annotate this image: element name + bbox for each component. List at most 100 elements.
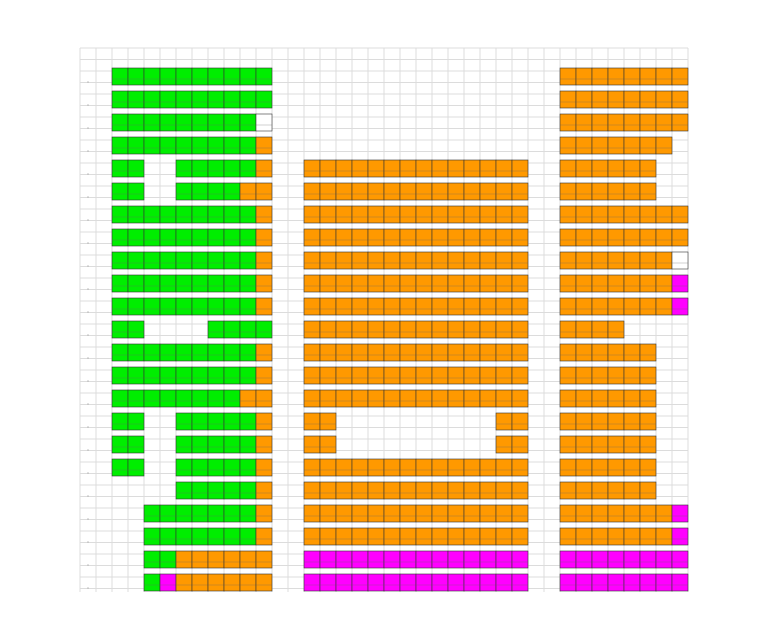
cell: [319, 320, 337, 339]
cell: [655, 205, 673, 224]
cell: [671, 297, 689, 316]
cell: [319, 504, 337, 523]
cell: [127, 159, 145, 178]
cell: [207, 481, 225, 500]
cell: [159, 343, 177, 362]
cell: [559, 274, 577, 293]
cell: [175, 458, 193, 477]
cell: [383, 320, 401, 339]
cell: [607, 504, 625, 523]
cell: [415, 182, 433, 201]
cell: [511, 550, 529, 569]
cell: [207, 90, 225, 109]
cell: [367, 366, 385, 385]
cell: [175, 343, 193, 362]
cell: [223, 573, 241, 592]
cell: [479, 274, 497, 293]
cell: [623, 159, 641, 178]
cell: [415, 343, 433, 362]
cell: [191, 481, 209, 500]
cell: [143, 113, 161, 132]
cell: [591, 481, 609, 500]
cell: [671, 550, 689, 569]
cell: [639, 159, 657, 178]
cell: [495, 228, 513, 247]
cell: [175, 481, 193, 500]
row-marker: [87, 357, 89, 359]
cell: [575, 412, 593, 431]
cell: [399, 504, 417, 523]
cell: [191, 527, 209, 546]
cell: [367, 320, 385, 339]
cell: [607, 550, 625, 569]
cell: [607, 458, 625, 477]
cell: [495, 366, 513, 385]
cell: [239, 205, 257, 224]
cell: [575, 343, 593, 362]
row-marker: [87, 449, 89, 451]
cell: [127, 297, 145, 316]
cell: [191, 435, 209, 454]
cell: [639, 573, 657, 592]
cell: [559, 481, 577, 500]
cell: [415, 527, 433, 546]
cell: [591, 228, 609, 247]
cell: [495, 343, 513, 362]
cell: [639, 435, 657, 454]
cell: [575, 274, 593, 293]
cell: [463, 343, 481, 362]
cell: [447, 343, 465, 362]
cell: [399, 205, 417, 224]
cell: [671, 205, 689, 224]
cell: [591, 550, 609, 569]
cell: [239, 504, 257, 523]
cell: [175, 412, 193, 431]
cell: [351, 527, 369, 546]
cell: [239, 67, 257, 86]
cell: [511, 228, 529, 247]
cell: [607, 228, 625, 247]
cell: [191, 366, 209, 385]
cell: [111, 136, 129, 155]
cell: [255, 205, 273, 224]
cell: [495, 320, 513, 339]
cell: [351, 366, 369, 385]
cell: [607, 182, 625, 201]
cell: [623, 113, 641, 132]
cell: [655, 90, 673, 109]
cell: [111, 366, 129, 385]
cell: [511, 366, 529, 385]
cell: [447, 159, 465, 178]
cell: [255, 527, 273, 546]
cell: [383, 481, 401, 500]
cell: [607, 435, 625, 454]
cell: [143, 389, 161, 408]
cell: [335, 458, 353, 477]
row-marker: [87, 219, 89, 221]
cell: [207, 297, 225, 316]
cell: [175, 435, 193, 454]
cell: [431, 366, 449, 385]
cell: [255, 458, 273, 477]
cell: [255, 320, 273, 339]
cell: [623, 458, 641, 477]
cell: [575, 435, 593, 454]
cell: [303, 481, 321, 500]
cell: [239, 251, 257, 270]
row-marker: [87, 288, 89, 290]
cell: [399, 573, 417, 592]
cell: [431, 343, 449, 362]
cell: [383, 297, 401, 316]
cell: [511, 527, 529, 546]
cell: [607, 297, 625, 316]
cell: [175, 573, 193, 592]
cell: [175, 136, 193, 155]
cell: [191, 573, 209, 592]
cell: [623, 274, 641, 293]
cell: [607, 343, 625, 362]
cell: [607, 573, 625, 592]
cell: [319, 274, 337, 293]
cell: [319, 366, 337, 385]
cell: [175, 67, 193, 86]
